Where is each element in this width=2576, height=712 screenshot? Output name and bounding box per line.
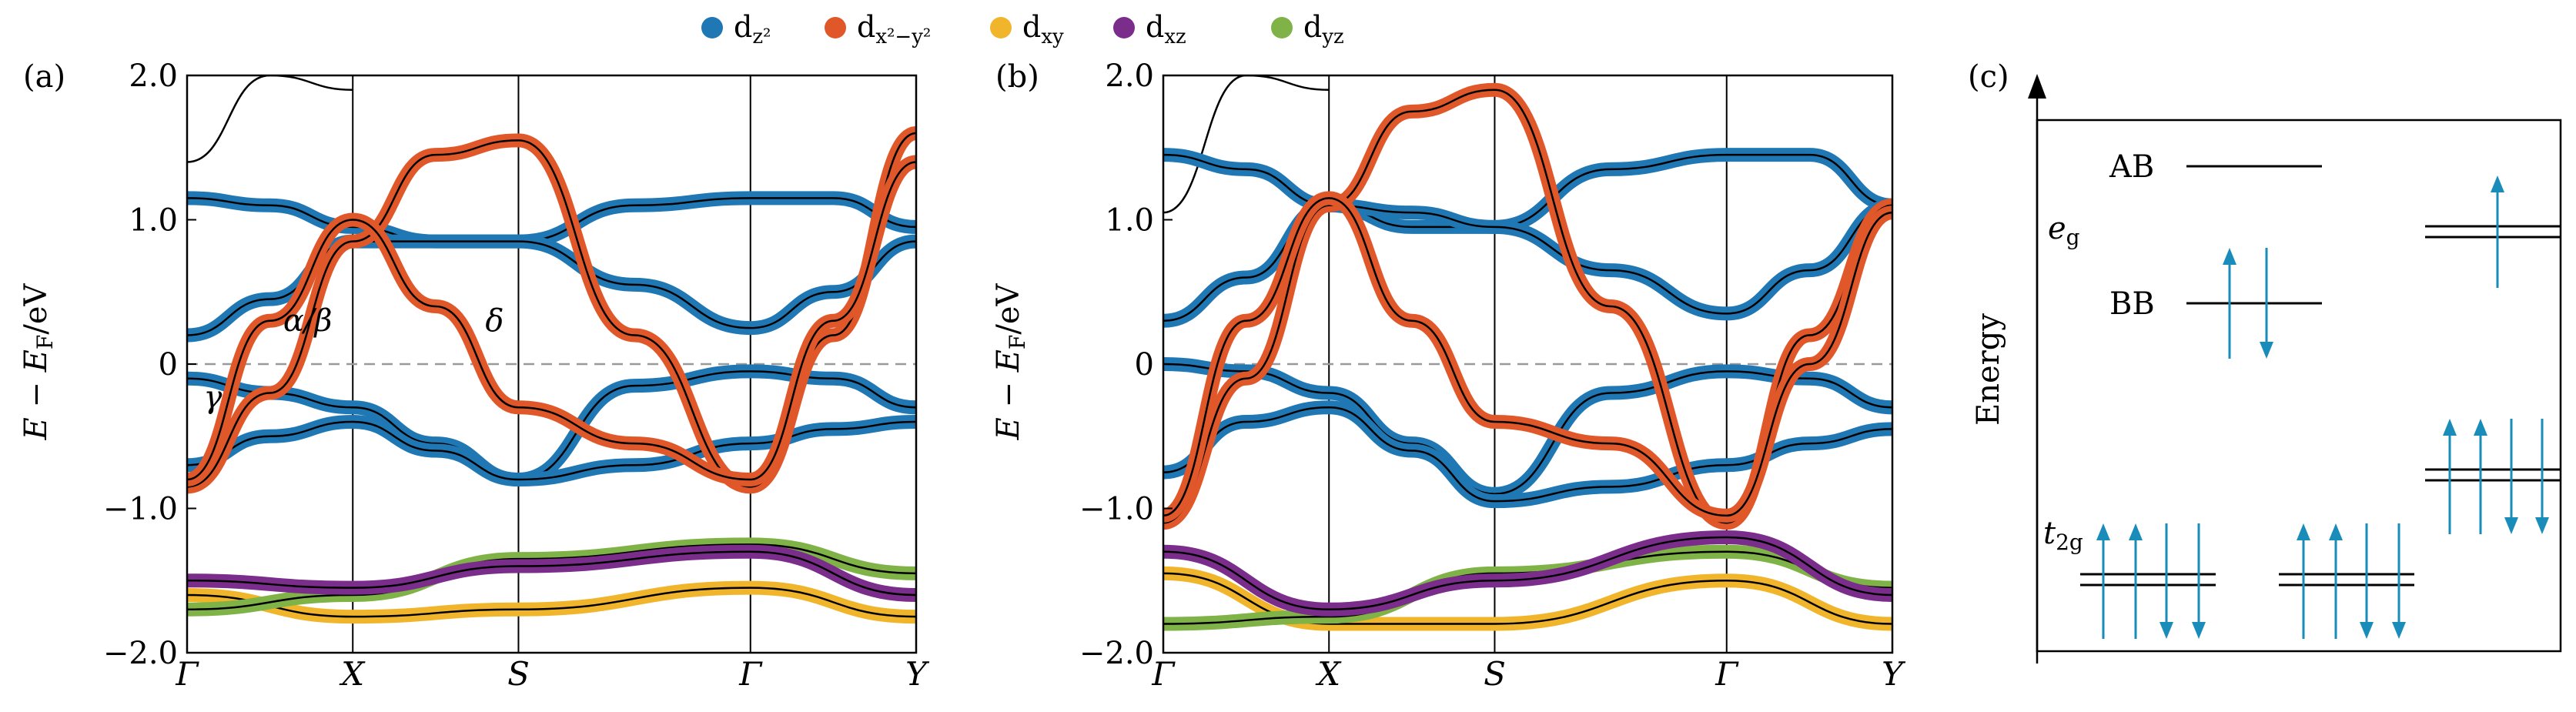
panel-b-ylabel: E − EF/eV <box>991 282 1030 440</box>
band-line <box>187 543 916 610</box>
k-point-label: S <box>1484 655 1506 693</box>
legend-label: dx²−y² <box>857 10 931 48</box>
panel-a-tag: (a) <box>23 59 65 95</box>
energy-axis-arrow <box>2028 74 2046 99</box>
band-line <box>1163 75 1330 214</box>
band-line <box>187 161 916 481</box>
k-point-label: Y <box>1882 655 1906 693</box>
k-point-label: Γ <box>738 655 763 693</box>
spin-arrowhead <box>2392 622 2406 639</box>
y-tick-label: 0 <box>159 347 178 383</box>
y-tick-label: 2.0 <box>1105 58 1154 94</box>
legend-marker <box>990 17 1012 38</box>
energy-label: Energy <box>1971 313 2006 426</box>
panel-b-tag: (b) <box>995 59 1039 95</box>
legend-label: dz² <box>734 10 771 48</box>
legend-marker <box>1271 17 1293 38</box>
spin-arrowhead <box>2360 622 2374 639</box>
band-annotation: γ <box>204 379 222 415</box>
y-tick-label: 2.0 <box>129 58 178 94</box>
spin-arrowhead <box>2096 523 2110 540</box>
band-annotation: δ <box>485 303 503 339</box>
band-line <box>1163 406 1892 503</box>
spin-arrowhead <box>2297 523 2310 540</box>
fat-band-dxz <box>1163 530 1892 617</box>
svg-text:E − EF/eV: E − EF/eV <box>991 282 1030 440</box>
legend-label: dxy <box>1022 10 1064 48</box>
band-annotation: α/β <box>283 303 333 339</box>
legend-label: dyz <box>1303 10 1344 48</box>
bb-label: BB <box>2109 286 2155 322</box>
fat-band-dz2 <box>1163 148 1892 234</box>
svg-text:E − EF/eV: E − EF/eV <box>18 282 58 440</box>
spin-arrowhead <box>2329 523 2343 540</box>
y-tick-label: −2.0 <box>103 636 178 671</box>
panel-b: (b) E − EF/eV 2.01.00−1.0−2.0Γ X S Γ Y <box>991 58 1906 693</box>
legend-label: dxz <box>1146 10 1186 48</box>
spin-arrowhead <box>2192 622 2206 639</box>
band-line <box>1163 536 1892 611</box>
spin-arrowhead <box>2491 175 2504 192</box>
band-line <box>1163 550 1892 625</box>
spin-arrowhead <box>2223 248 2236 265</box>
band-line <box>1163 197 1892 517</box>
legend: dz² dx²−y² dxy dxz dyz <box>701 10 1344 48</box>
k-point-label: X <box>1315 655 1342 693</box>
spin-arrowhead <box>2504 517 2518 534</box>
legend-marker <box>1113 17 1135 38</box>
panel-a-ylabel: E − EF/eV <box>18 282 58 440</box>
k-point-label: X <box>339 655 366 693</box>
y-tick-label: −1.0 <box>103 492 178 527</box>
legend-marker <box>825 17 846 38</box>
y-tick-label: 1.0 <box>129 203 178 239</box>
panel-c: (c) Energy AB BB eg t2g <box>1968 59 2562 664</box>
y-tick-label: 0 <box>1135 347 1154 383</box>
k-point-label: Γ <box>1715 655 1739 693</box>
band-line <box>1163 204 1892 322</box>
band-line <box>187 587 916 618</box>
ab-label: AB <box>2109 149 2154 185</box>
y-tick-label: −1.0 <box>1079 492 1154 527</box>
t2g-label: t2g <box>2043 516 2083 555</box>
band-line <box>187 132 916 488</box>
panel-c-tag: (c) <box>1968 59 2009 95</box>
spin-arrowhead <box>2159 622 2173 639</box>
spin-arrowhead <box>2129 523 2143 540</box>
spin-arrowhead <box>2260 342 2273 359</box>
fat-band-dz2 <box>187 191 916 249</box>
fat-band-dz2 <box>187 415 916 486</box>
k-point-label: Y <box>905 655 930 693</box>
eg-label: eg <box>2048 211 2080 250</box>
panel-a: (a) E − EF/eV 2.01.00−1.0−2.0Γ X S Γ Yα/β δγ <box>18 58 930 693</box>
band-line <box>187 75 353 163</box>
k-point-label: Γ <box>175 655 199 693</box>
k-point-label: Γ <box>1151 655 1176 693</box>
k-point-label: S <box>507 655 530 693</box>
spin-arrowhead <box>2535 517 2549 534</box>
band-line <box>187 550 916 597</box>
band-line <box>187 420 916 481</box>
y-tick-label: −2.0 <box>1079 636 1154 671</box>
diagram-frame <box>2036 119 2562 653</box>
legend-marker <box>701 17 723 38</box>
spin-arrowhead <box>2474 419 2487 436</box>
y-tick-label: 1.0 <box>1105 203 1154 239</box>
spin-arrowhead <box>2443 419 2457 436</box>
